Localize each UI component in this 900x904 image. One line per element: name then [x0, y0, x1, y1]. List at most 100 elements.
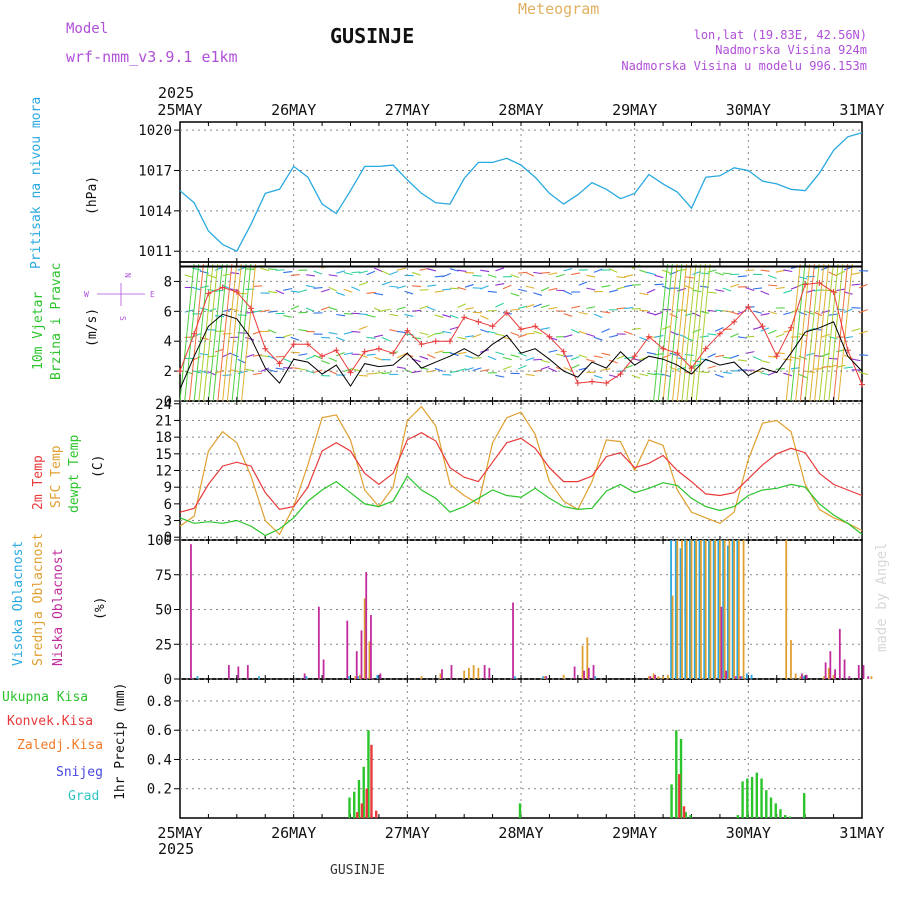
- precip-bar: [784, 815, 786, 818]
- wind-arrow: [329, 358, 337, 361]
- wind-arrow: [291, 306, 299, 310]
- model-name: wrf-nmm_v3.9.1 e1km: [66, 48, 238, 66]
- wind-arrow: [329, 275, 338, 276]
- wind-arrow: [465, 368, 474, 371]
- wind-arrow: [730, 284, 739, 287]
- y-tick-label: 0.6: [147, 723, 172, 739]
- wind-arrow: [715, 355, 724, 357]
- precip-bar: [678, 774, 680, 818]
- precip-bar: [746, 778, 748, 818]
- cloud-bar: [380, 673, 382, 679]
- wind-arrow: [488, 356, 496, 359]
- wind-arrow: [276, 290, 284, 293]
- wind-arrow: [708, 292, 717, 293]
- wind-arrow: [276, 368, 285, 369]
- wind-arrow: [314, 271, 322, 274]
- wind-arrow: [298, 312, 307, 313]
- wind-arrow: [761, 373, 770, 375]
- wind-arrow: [768, 330, 776, 334]
- wind-arrow: [488, 291, 497, 292]
- wind-arrow: [283, 272, 292, 273]
- wind-arrow: [283, 288, 292, 290]
- wind-arrow: [571, 306, 580, 308]
- wind-arrow: [541, 272, 550, 273]
- page-title: GUSINJE: [330, 24, 414, 48]
- wind-arrow: [382, 337, 390, 341]
- wind-arrow: [427, 354, 435, 358]
- precip-bar: [370, 745, 372, 818]
- wind-arrow: [412, 371, 421, 372]
- wind-arrow: [435, 351, 444, 353]
- cloud-bar: [676, 540, 678, 679]
- y-tick-label: 1011: [138, 244, 172, 260]
- wind-arrow: [344, 272, 353, 274]
- wind-arrow: [662, 374, 671, 376]
- cloud-bar: [593, 665, 595, 679]
- cloud-bar: [563, 675, 565, 679]
- wind-arrow: [321, 337, 330, 338]
- wind-arrow: [579, 331, 588, 334]
- wind-arrow: [518, 289, 527, 291]
- wind-arrow: [321, 361, 329, 364]
- cloud-bar: [785, 540, 787, 679]
- precip-bar: [760, 778, 762, 818]
- cloud-high-label: Visoka Oblacnost: [11, 541, 26, 666]
- wind-arrow: [420, 333, 429, 335]
- wind-arrow: [655, 354, 664, 355]
- wind-arrow: [586, 307, 595, 309]
- wind-arrow: [495, 375, 504, 377]
- wind-arrow: [571, 365, 579, 369]
- precip-ticks: 0.20.40.60.8: [147, 694, 180, 798]
- pressure-unit: (hPa): [85, 176, 100, 215]
- wind-arrow: [412, 272, 421, 275]
- wind-arrow: [450, 269, 459, 271]
- wind-arrow: [776, 287, 785, 288]
- wind-arrow: [344, 353, 353, 355]
- precip-bar: [675, 730, 677, 818]
- wind-arrow: [336, 292, 344, 295]
- cloud-bar: [871, 676, 873, 679]
- wind-arrow: [730, 355, 739, 358]
- wind-arrow: [859, 331, 868, 334]
- cloud-bar: [746, 673, 748, 679]
- wind-arrow: [586, 288, 595, 290]
- cloud-bar: [844, 660, 846, 679]
- precip-legend-item: Konvek.Kisa: [7, 714, 93, 729]
- wind-arrow: [495, 303, 503, 307]
- precip-bar: [356, 812, 358, 818]
- wind-arrow: [321, 307, 330, 310]
- wind-arrow: [367, 337, 376, 338]
- wind-arrow: [283, 359, 291, 363]
- wind-arrow: [238, 267, 246, 270]
- credit: made by Angel: [874, 542, 890, 652]
- precip-bar: [361, 803, 363, 818]
- wind-arrow: [200, 308, 209, 310]
- wind-arrow: [450, 288, 459, 289]
- wind-arrow: [624, 357, 633, 358]
- cloud-bar: [318, 607, 320, 679]
- wind-arrow: [723, 288, 731, 291]
- cloud-bar: [441, 669, 443, 679]
- wind-arrow: [298, 330, 307, 331]
- temp-grid: [180, 401, 862, 540]
- cloud-bar: [361, 630, 363, 679]
- wind-arrow: [836, 365, 845, 367]
- wind-arrow: [594, 314, 602, 317]
- cloud-bar: [691, 540, 693, 679]
- wind-arrow: [480, 316, 488, 320]
- wind-arrow: [708, 366, 717, 368]
- y-tick-label: 4: [164, 334, 172, 350]
- wind-arrow: [207, 356, 216, 357]
- wind-arrow: [480, 286, 488, 289]
- wind-arrow: [495, 284, 504, 286]
- wind-arrow: [465, 284, 474, 287]
- cloud-bars: [190, 540, 872, 679]
- wind-arrow: [291, 352, 300, 353]
- wind-arrow: [404, 291, 413, 294]
- wind-arrow: [541, 328, 550, 330]
- wind-arrow: [488, 331, 497, 333]
- cloud-bar: [197, 676, 199, 679]
- day-label: 31MAY: [839, 101, 884, 119]
- wind-arrow: [526, 304, 534, 307]
